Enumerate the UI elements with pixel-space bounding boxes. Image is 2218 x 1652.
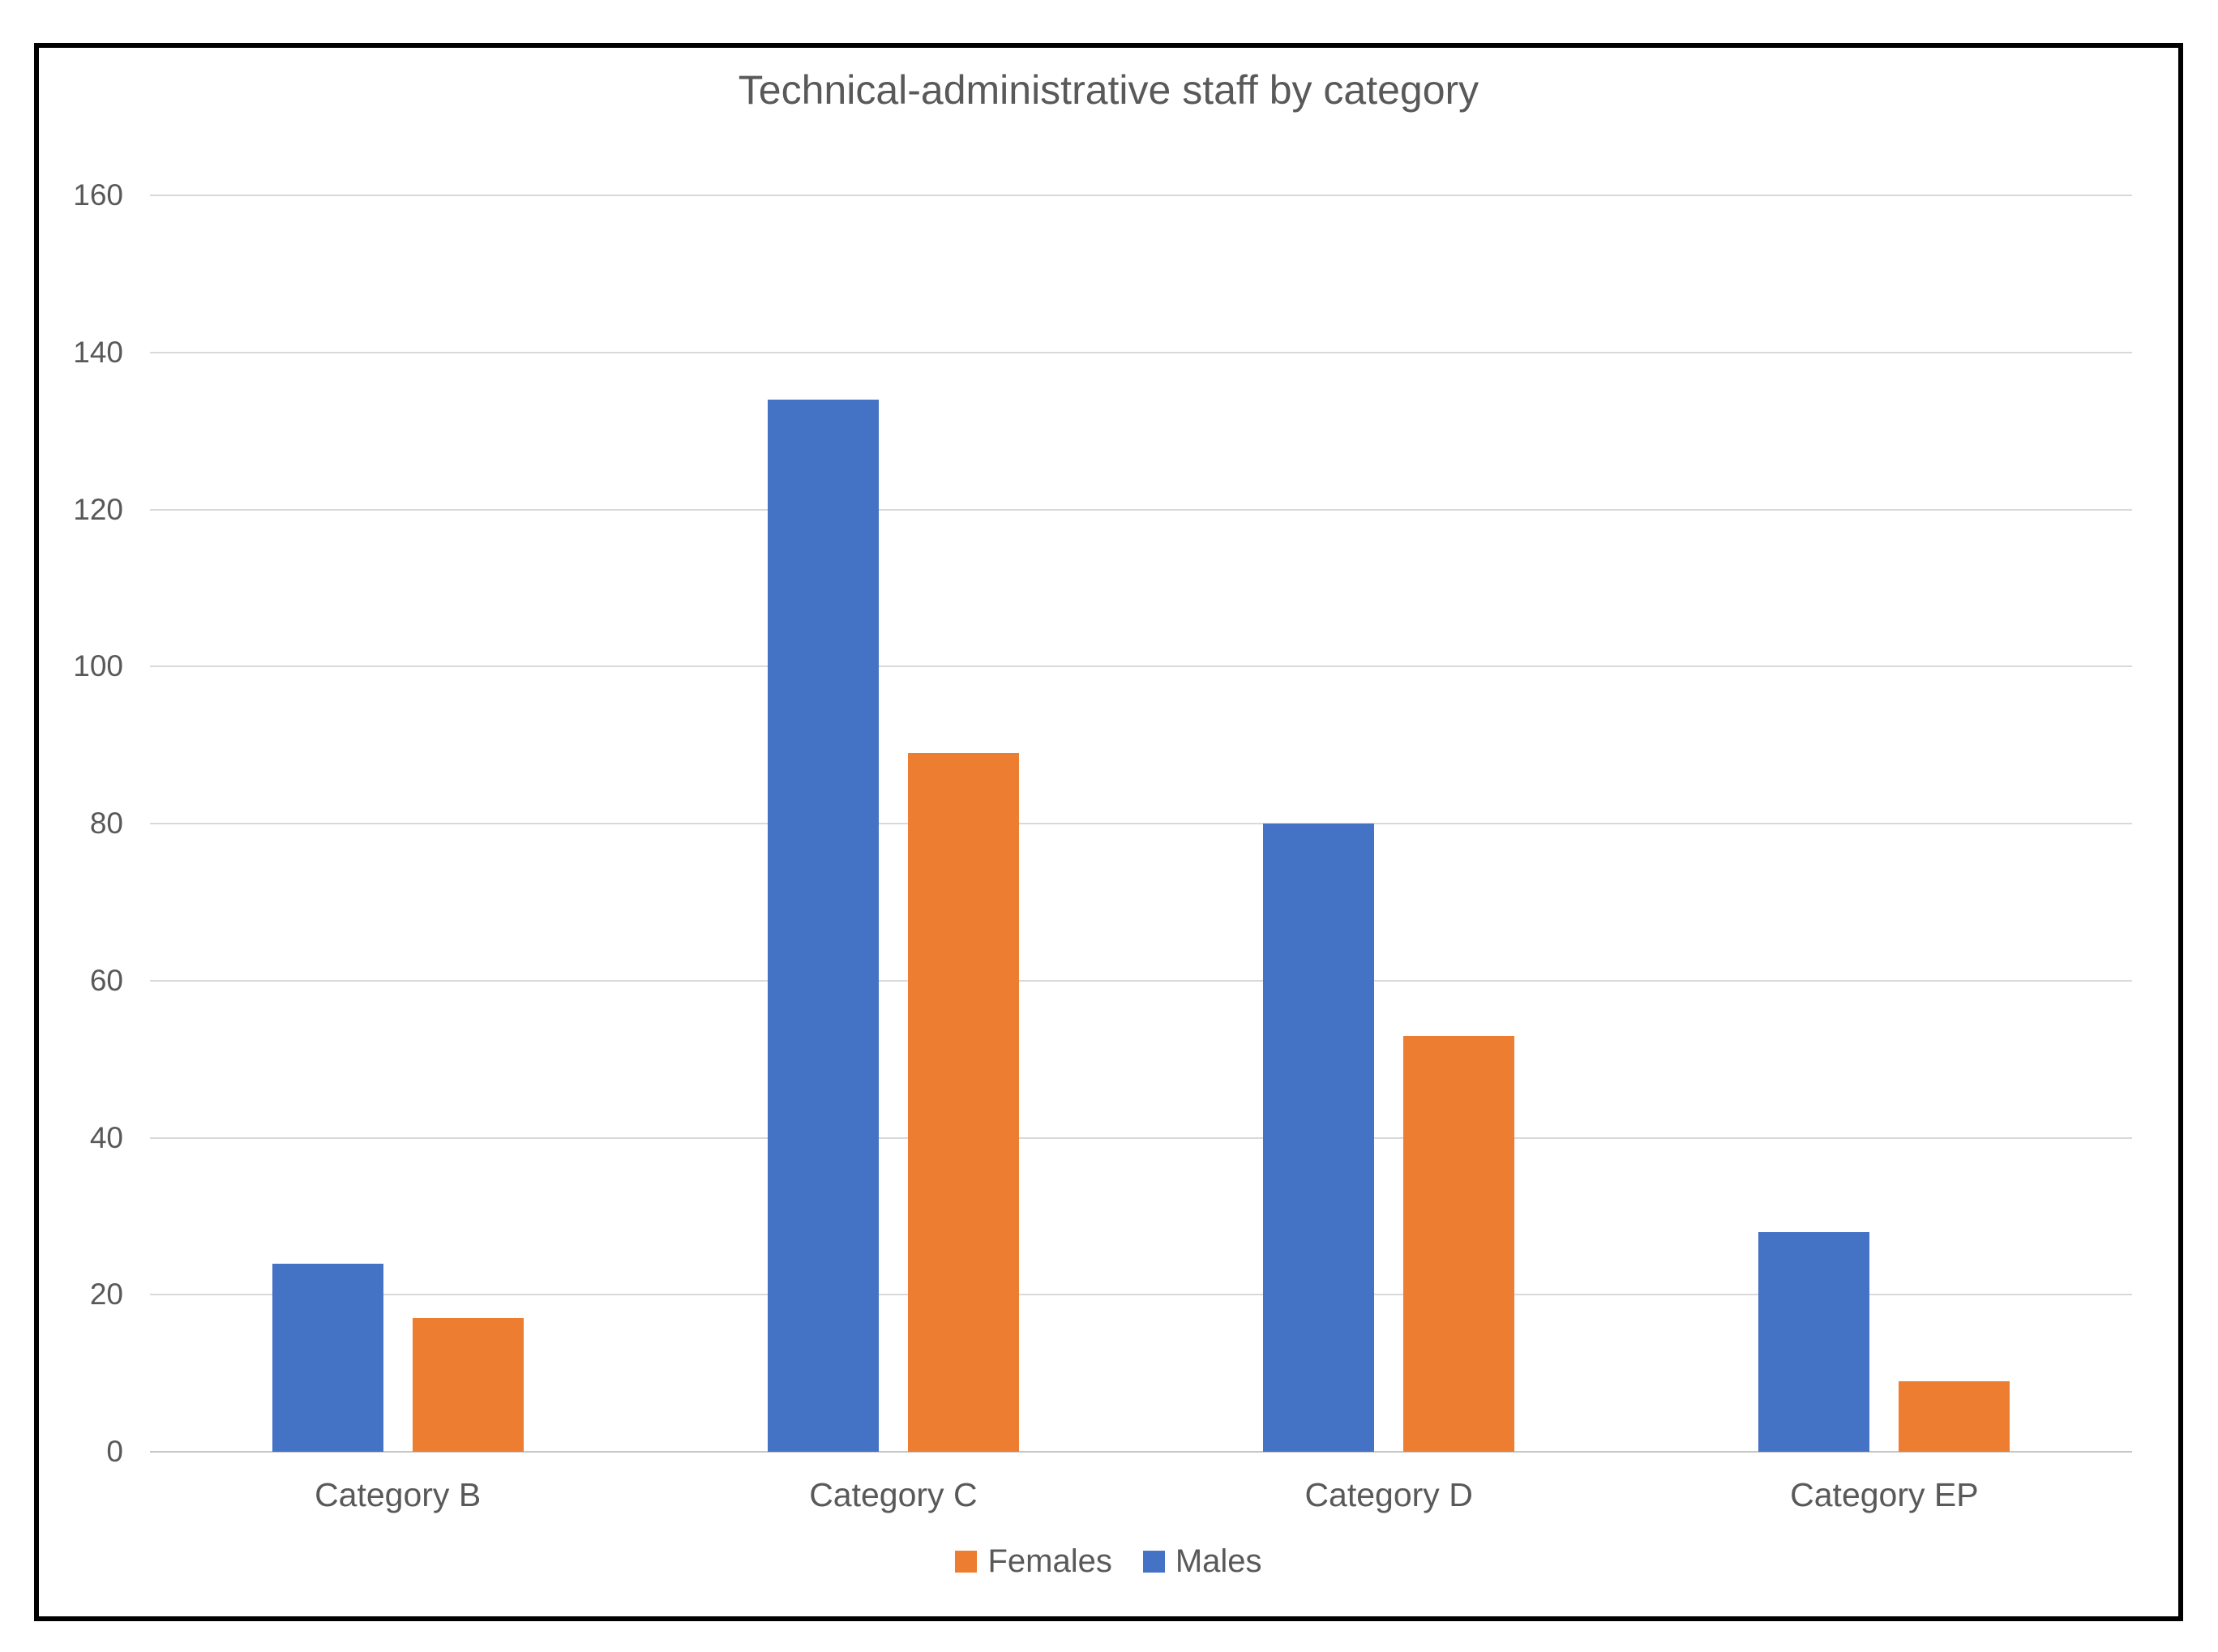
y-tick-label-140: 140 (73, 335, 123, 369)
legend-label-males: Males (1175, 1543, 1262, 1579)
gridline-160 (150, 195, 2132, 196)
gridline-140 (150, 351, 2132, 353)
y-tick-label-80: 80 (89, 807, 123, 840)
y-tick-label-60: 60 (89, 963, 123, 997)
legend: Females Males (39, 1541, 2178, 1581)
gridline-80 (150, 823, 2132, 824)
gridline-60 (150, 979, 2132, 982)
y-tick-label-100: 100 (73, 649, 123, 683)
legend-item-males: Males (1142, 1542, 1262, 1581)
bar-females-category-b (412, 1318, 524, 1452)
gridline-100 (150, 666, 2132, 668)
bar-males-category-b (272, 1263, 383, 1452)
legend-item-females: Females (955, 1542, 1112, 1581)
bar-males-category-d (1263, 824, 1375, 1452)
x-category-label-category-d: Category D (1304, 1476, 1473, 1513)
y-tick-label-160: 160 (73, 178, 123, 212)
y-tick-label-40: 40 (89, 1120, 123, 1154)
gridline-40 (150, 1136, 2132, 1139)
x-axis-line (150, 1451, 2132, 1453)
bar-males-category-ep (1758, 1231, 1870, 1452)
plot-area (150, 195, 2132, 1453)
chart-frame: Technical-administrative staff by catego… (34, 43, 2183, 1621)
x-category-label-category-ep: Category EP (1790, 1476, 1979, 1513)
x-category-label-category-c: Category C (809, 1476, 978, 1513)
gridline-120 (150, 508, 2132, 511)
chart-title: Technical-administrative staff by catego… (738, 67, 1479, 113)
gridline-20 (150, 1294, 2132, 1296)
bar-females-category-ep (1899, 1380, 2010, 1452)
legend-label-females: Females (987, 1543, 1112, 1579)
legend-swatch-males-icon (1142, 1550, 1165, 1573)
y-tick-label-120: 120 (73, 492, 123, 526)
bar-females-category-c (907, 752, 1019, 1452)
bar-females-category-d (1403, 1035, 1515, 1452)
x-category-label-category-b: Category B (315, 1476, 482, 1513)
legend-swatch-females-icon (955, 1550, 978, 1573)
y-tick-label-20: 20 (89, 1278, 123, 1312)
y-tick-label-0: 0 (106, 1435, 123, 1468)
bar-males-category-c (767, 399, 879, 1452)
